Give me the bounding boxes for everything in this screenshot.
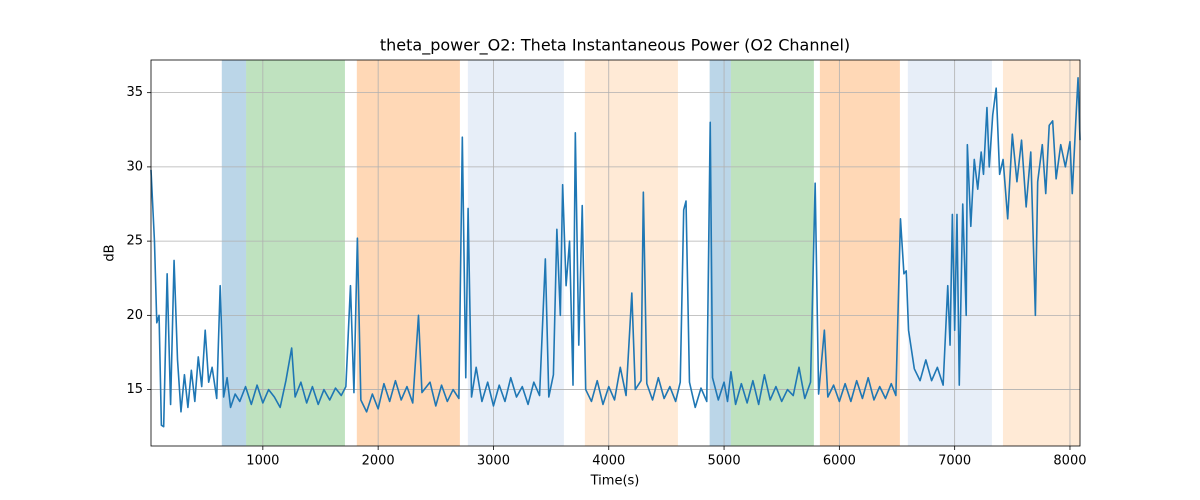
x-tick-label: 4000 <box>592 454 625 469</box>
shaded-span <box>730 60 814 446</box>
x-axis-label: Time(s) <box>590 474 640 489</box>
y-tick-label: 15 <box>126 382 143 397</box>
shaded-span <box>1002 60 1080 446</box>
x-tick-label: 3000 <box>477 454 510 469</box>
shaded-span <box>709 60 731 446</box>
x-tick-label: 8000 <box>1053 454 1086 469</box>
shaded-span <box>467 60 564 446</box>
x-tick-label: 1000 <box>246 454 279 469</box>
shaded-span <box>819 60 900 446</box>
x-tick-label: 2000 <box>362 454 395 469</box>
y-tick-label: 30 <box>126 159 143 174</box>
plot-frame <box>150 59 1081 447</box>
y-tick-label: 35 <box>126 85 143 100</box>
y-tick-label: 25 <box>126 234 143 249</box>
shaded-span <box>246 60 345 446</box>
shaded-span <box>584 60 678 446</box>
x-tick-label: 5000 <box>708 454 741 469</box>
shaded-span <box>356 60 460 446</box>
y-tick-label: 20 <box>126 308 143 323</box>
x-tick-label: 7000 <box>938 454 971 469</box>
y-axis-label: dB <box>103 244 118 261</box>
shaded-span <box>907 60 992 446</box>
x-tick-label: 6000 <box>823 454 856 469</box>
chart-title: theta_power_O2: Theta Instantaneous Powe… <box>380 36 850 56</box>
data-line <box>150 77 1081 428</box>
